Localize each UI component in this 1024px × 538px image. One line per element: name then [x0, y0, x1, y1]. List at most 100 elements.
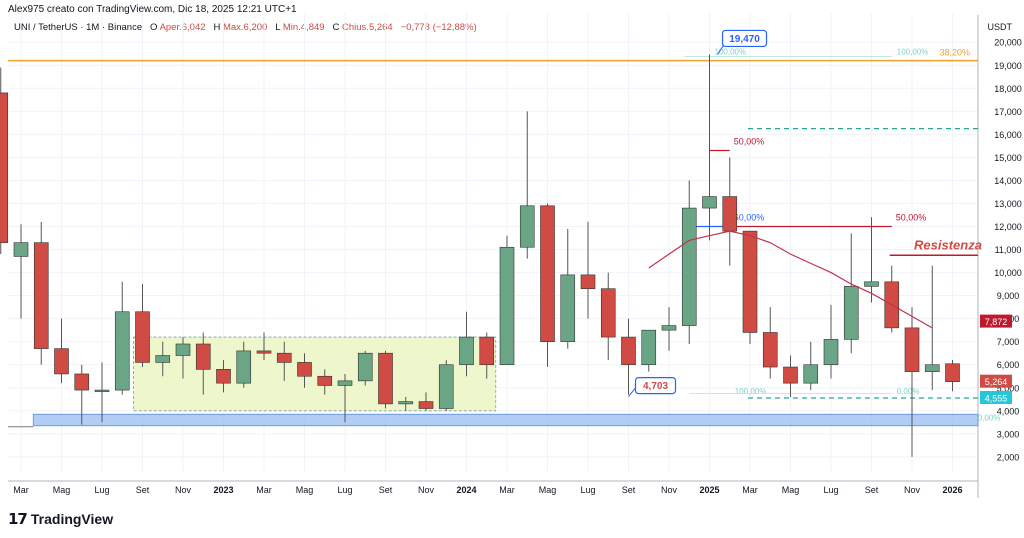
candle-body — [762, 332, 778, 368]
candle-body — [681, 207, 697, 326]
candle-body — [621, 336, 636, 366]
tradingview-logo-icon: 𝟭𝟳 — [8, 511, 28, 528]
candle-body — [378, 352, 393, 405]
fib-level-label: 100,00% — [715, 47, 747, 56]
x-tick-label: Nov — [175, 485, 192, 495]
x-tick-label: Set — [865, 485, 879, 495]
candle-body — [398, 401, 414, 405]
x-tick-label: Mar — [499, 485, 515, 495]
brand-name: TradingView — [30, 511, 114, 527]
candle-body — [560, 274, 576, 342]
candle-body — [175, 343, 191, 356]
candle-body — [155, 355, 171, 363]
x-tick-label: Mag — [53, 485, 71, 495]
y-tick-label: 5,000 — [997, 383, 1020, 393]
symbol-info: UNI / TetherUS · 1M · Binance — [14, 22, 143, 33]
y-tick-label: 4,000 — [997, 406, 1020, 416]
price-tag-text: 4,555 — [985, 394, 1008, 404]
x-tick-label: Nov — [661, 485, 678, 495]
candle-body — [580, 274, 596, 290]
y-tick-label: 10,000 — [994, 268, 1022, 278]
resistance-label: Resistenza — [914, 237, 982, 252]
candle-body — [459, 336, 474, 366]
y-tick-label: 18,000 — [994, 84, 1022, 94]
candle-body — [540, 205, 555, 342]
candle-body — [74, 373, 90, 391]
fib-segment-label: 50,00% — [734, 136, 765, 146]
candle-body — [276, 352, 292, 363]
candle-body — [135, 311, 150, 363]
candle-body — [641, 329, 657, 366]
x-tick-label: 2024 — [456, 485, 476, 495]
y-tick-label: 3,000 — [997, 429, 1020, 439]
callout-high-box — [721, 29, 768, 48]
candle-body — [600, 288, 616, 338]
candle-body — [94, 389, 110, 392]
tradingview-brand[interactable]: 𝟭𝟳 TradingView — [8, 510, 113, 528]
x-tick-label: Mar — [256, 485, 272, 495]
price-tag-text: 5,264 — [985, 377, 1008, 387]
x-tick-label: Set — [379, 485, 393, 495]
y-tick-label: 15,000 — [994, 153, 1022, 163]
candle-body — [722, 196, 738, 232]
candle-body — [195, 343, 211, 370]
moving-average-line — [648, 230, 933, 329]
orange-line-label: 38,20% — [939, 48, 970, 58]
candle-body — [317, 375, 333, 386]
y-tick-label: 20,000 — [994, 38, 1022, 48]
y-tick-label: 19,000 — [994, 61, 1022, 71]
price-tag — [980, 391, 1012, 405]
y-tick-label: 7,000 — [997, 337, 1020, 347]
x-tick-label: Nov — [904, 485, 921, 495]
y-tick-label: 11,000 — [995, 245, 1022, 255]
candle-body — [0, 92, 9, 243]
candle-body — [924, 364, 940, 372]
candle-body — [904, 327, 920, 372]
candle-body — [216, 369, 231, 384]
x-tick-label: Lug — [580, 485, 595, 495]
callout-low-text: 4,703 — [643, 381, 668, 392]
y-tick-label: 17,000 — [994, 107, 1022, 117]
candle-body — [843, 286, 859, 340]
y-tick-label: 12,000 — [994, 222, 1022, 232]
open-label: O — [150, 22, 158, 33]
candle-body — [823, 339, 839, 366]
x-tick-label: Lug — [94, 485, 109, 495]
x-tick-label: Mag — [782, 485, 800, 495]
y-tick-label: 9,000 — [997, 291, 1020, 301]
price-axis-unit: USDT — [987, 22, 1013, 32]
price-tag — [980, 314, 1012, 328]
callout-low-box — [634, 377, 677, 395]
candle-body — [33, 242, 49, 349]
candle-body — [499, 246, 515, 366]
candle-body — [357, 352, 373, 382]
x-tick-label: Set — [136, 485, 150, 495]
candle-body — [661, 325, 677, 331]
candles — [0, 54, 960, 457]
support-zone — [32, 413, 979, 427]
candle-body — [256, 350, 272, 354]
fib-level-label: 100,00% — [735, 387, 767, 396]
fib-level-label: 0,00% — [897, 387, 920, 396]
x-tick-label: 2026 — [942, 485, 962, 495]
y-tick-label: 13,000 — [994, 199, 1022, 209]
low-value: Min.4,849 — [282, 22, 325, 33]
close-label: C — [332, 22, 340, 33]
candle-body — [114, 311, 130, 391]
x-tick-label: Mar — [13, 485, 29, 495]
candle-body — [479, 336, 495, 366]
fib-segment-label: 50,00% — [896, 213, 927, 223]
candle-body — [418, 401, 434, 409]
candle-body — [742, 230, 758, 333]
y-tick-label: 16,000 — [994, 130, 1022, 140]
close-value: Chius.5,264 — [342, 22, 393, 33]
x-tick-label: Set — [622, 485, 636, 495]
x-tick-label: 2023 — [213, 485, 233, 495]
x-tick-label: Lug — [337, 485, 352, 495]
x-tick-label: Mag — [539, 485, 557, 495]
candle-body — [803, 364, 819, 384]
change-value: −0,778 (−12,88%) — [400, 22, 477, 33]
high-label: H — [213, 22, 221, 33]
candle-body — [54, 348, 69, 375]
